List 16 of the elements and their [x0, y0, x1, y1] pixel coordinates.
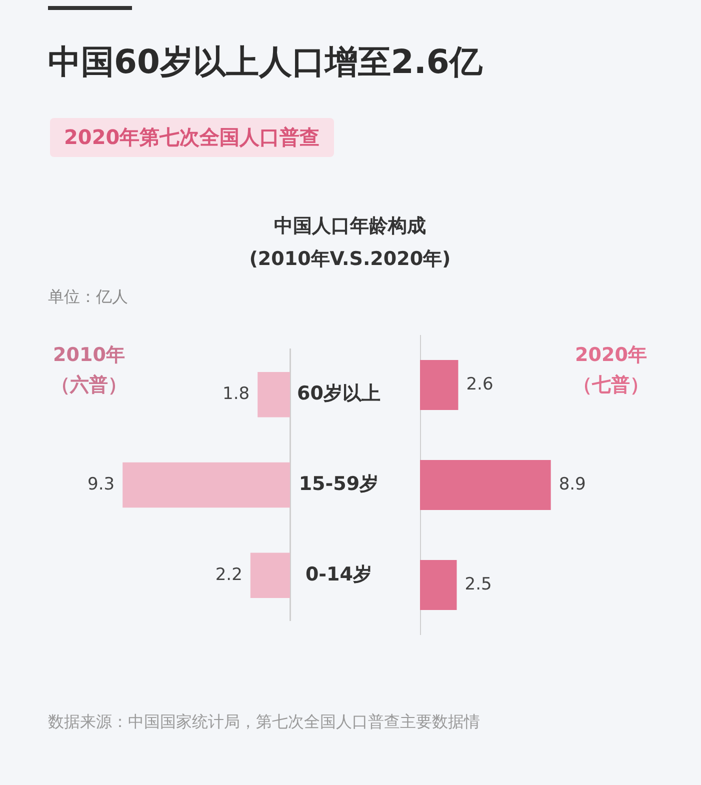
data-label: 8.9: [558, 474, 586, 494]
chart-subtitle: 2020年第七次全国人口普查: [50, 118, 334, 157]
source-note: 数据来源：中国国家统计局，第七次全国人口普查主要数据情: [48, 712, 480, 733]
text: 中国人口年龄构成 (2010年V.S.2020年): [248, 214, 452, 272]
data-label: 2.2: [215, 564, 242, 585]
chart-title: 中国60岁以上人口增至2.6亿: [48, 41, 482, 83]
data-label: 2.6: [466, 374, 494, 394]
text: 2020年（七普）: [572, 343, 650, 398]
data-label: 1.8: [222, 384, 250, 404]
y-tick-label: 0-14岁: [305, 563, 372, 586]
text: 2010年（六普）: [50, 343, 128, 398]
y-tick-label: 60岁以上: [296, 382, 380, 405]
data-label: 2.5: [464, 574, 492, 594]
data-label: 9.3: [88, 474, 115, 494]
text: 单位：亿人: [48, 287, 128, 308]
y-tick-label: 15-59岁: [298, 472, 379, 495]
